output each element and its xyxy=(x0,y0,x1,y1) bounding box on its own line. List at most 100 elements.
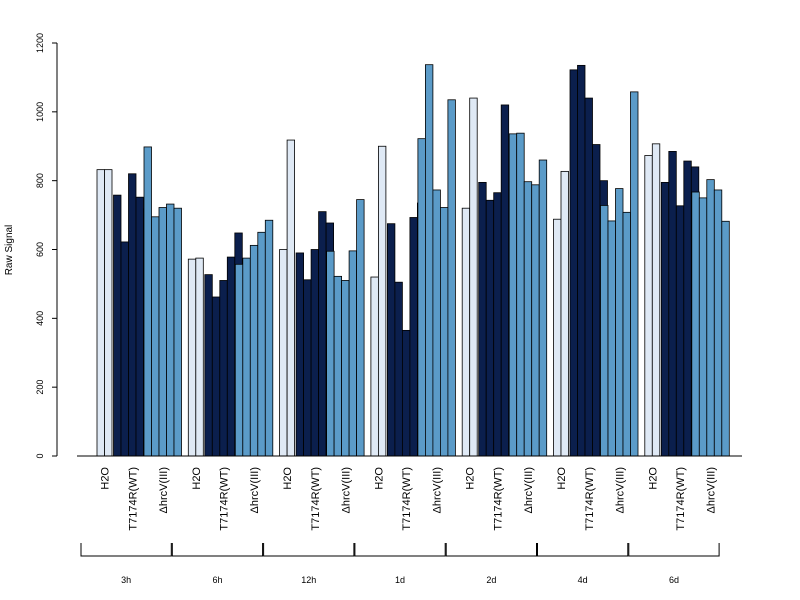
group-bracket xyxy=(628,543,720,557)
condition-label: T7174R(WT) xyxy=(127,467,139,531)
bars xyxy=(96,64,730,457)
bar xyxy=(577,64,586,457)
y-axis-title: Raw Signal xyxy=(4,225,15,276)
condition-label: ΔhrcV(III) xyxy=(706,467,718,513)
bar xyxy=(249,244,259,457)
y-tick-label: 200 xyxy=(35,380,45,395)
condition-label: H2O xyxy=(373,467,385,490)
y-tick-label: 600 xyxy=(35,242,45,257)
bar xyxy=(424,64,434,457)
bar xyxy=(295,252,305,457)
condition-label: H2O xyxy=(465,467,477,490)
bar xyxy=(409,217,418,457)
y-tick-label: 1000 xyxy=(35,102,45,122)
bar xyxy=(96,169,105,457)
bar xyxy=(113,194,122,457)
y-axis: 0 200 400 600 800 1000 1200 xyxy=(35,33,58,459)
bar xyxy=(668,151,677,457)
group-label: 12h xyxy=(301,575,316,585)
bar xyxy=(128,173,137,457)
bar xyxy=(204,274,213,457)
bar xyxy=(469,97,478,457)
bar xyxy=(493,192,502,457)
group-bracket xyxy=(445,543,537,557)
bar xyxy=(226,256,236,457)
condition-label: H2O xyxy=(647,467,659,490)
bar xyxy=(698,197,708,457)
bar xyxy=(691,191,700,457)
bar xyxy=(173,207,182,457)
group-label: 2d xyxy=(486,575,496,585)
condition-label: H2O xyxy=(100,467,112,490)
group-label: 1d xyxy=(395,575,405,585)
bar xyxy=(356,199,365,457)
bar xyxy=(211,296,221,457)
bar xyxy=(660,181,670,457)
bar xyxy=(569,69,578,457)
group-label: 6h xyxy=(212,575,222,585)
bar xyxy=(187,258,197,457)
bar xyxy=(279,249,288,457)
group-brackets: 3h 6h 12h 1d 2d 4d 6d xyxy=(80,543,720,585)
bar xyxy=(158,207,167,457)
condition-label: T7174R(WT) xyxy=(584,467,596,531)
group-bracket xyxy=(354,543,446,557)
group-label: 4d xyxy=(578,575,588,585)
bar xyxy=(318,211,327,457)
bar xyxy=(432,189,441,457)
bar xyxy=(553,218,562,457)
condition-label: ΔhrcV(III) xyxy=(158,467,170,513)
bar xyxy=(333,275,343,457)
bar xyxy=(651,143,661,457)
condition-label: H2O xyxy=(191,467,203,490)
bar xyxy=(630,91,639,457)
bar xyxy=(348,250,358,457)
bar xyxy=(523,181,533,457)
condition-label: H2O xyxy=(282,467,294,490)
bar xyxy=(607,220,616,457)
bar xyxy=(538,159,548,457)
bar xyxy=(219,280,228,457)
bar xyxy=(560,170,569,457)
y-tick-label: 800 xyxy=(35,173,45,188)
bar xyxy=(286,139,296,457)
group-bracket xyxy=(263,543,355,557)
bar xyxy=(370,276,379,457)
group-label: 6d xyxy=(669,575,679,585)
bar xyxy=(104,169,113,457)
bar xyxy=(531,184,540,457)
bar xyxy=(622,211,631,457)
bar xyxy=(341,280,350,457)
group-bracket xyxy=(537,543,629,557)
y-tick-label: 1200 xyxy=(35,33,45,53)
bar xyxy=(303,279,312,457)
bar xyxy=(706,179,715,457)
bar xyxy=(135,196,144,457)
bar xyxy=(615,188,624,457)
bar xyxy=(386,223,396,457)
bar xyxy=(644,155,653,457)
bar xyxy=(151,216,160,457)
y-tick-label: 0 xyxy=(35,453,45,458)
bar xyxy=(166,203,175,457)
bar xyxy=(683,160,692,457)
bar xyxy=(675,205,685,457)
group-label: 3h xyxy=(121,575,131,585)
bar xyxy=(394,281,403,457)
bar xyxy=(478,181,487,457)
bar xyxy=(721,220,730,457)
condition-label: ΔhrcV(III) xyxy=(432,467,444,513)
bar xyxy=(508,133,518,457)
bar xyxy=(461,207,471,457)
group-bracket xyxy=(80,543,172,557)
bar xyxy=(439,207,449,457)
bar xyxy=(600,205,609,457)
bar xyxy=(377,145,387,457)
bar xyxy=(310,249,320,457)
bar xyxy=(447,99,456,457)
bar xyxy=(120,241,129,457)
condition-label: ΔhrcV(III) xyxy=(523,467,535,513)
y-tick-label: 400 xyxy=(35,311,45,326)
condition-label: T7174R(WT) xyxy=(492,467,504,531)
